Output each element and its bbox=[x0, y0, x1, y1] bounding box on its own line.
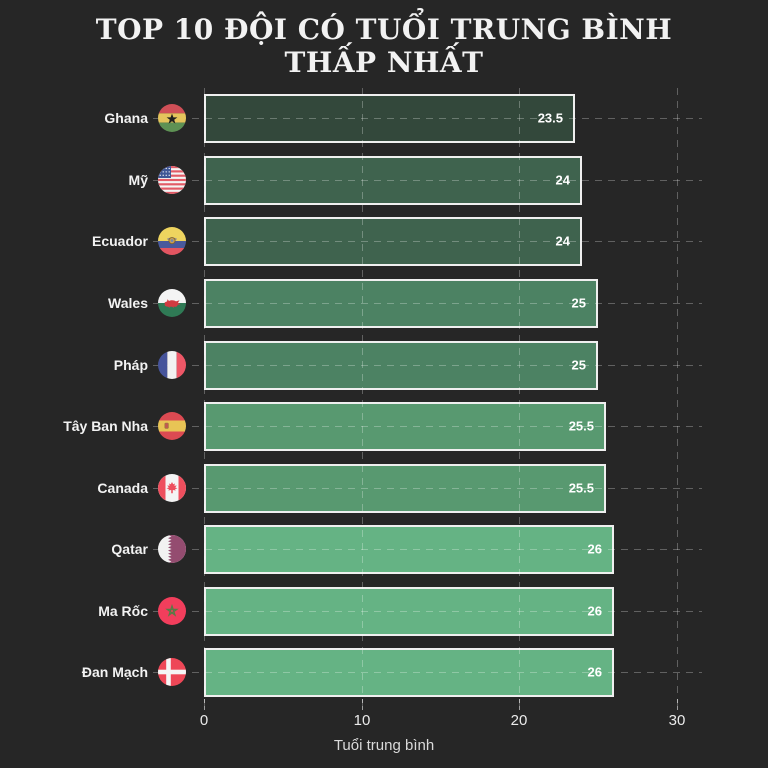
category-label: Pháp bbox=[110, 355, 151, 375]
morocco-flag-icon bbox=[158, 597, 186, 625]
denmark-flag-icon bbox=[158, 658, 186, 686]
value-label: 24 bbox=[555, 172, 570, 188]
canada-flag-icon bbox=[158, 474, 186, 502]
x-gridline bbox=[204, 88, 205, 707]
value-label: 25 bbox=[571, 295, 586, 311]
bar bbox=[204, 464, 606, 513]
ghana-flag-icon bbox=[158, 104, 186, 132]
chart-title: TOP 10 ĐỘI CÓ TUỔI TRUNG BÌNH THẤP NHẤT bbox=[0, 13, 768, 79]
x-tick-mark bbox=[677, 699, 678, 710]
bar bbox=[204, 587, 614, 636]
bar bbox=[204, 648, 614, 697]
value-label: 24 bbox=[555, 233, 570, 249]
category-label: Tây Ban Nha bbox=[60, 416, 151, 436]
x-tick-label: 10 bbox=[353, 712, 371, 729]
ecuador-flag-icon bbox=[158, 227, 186, 255]
x-gridline bbox=[519, 88, 520, 707]
qatar-flag-icon bbox=[158, 535, 186, 563]
category-label: Ecuador bbox=[88, 231, 151, 251]
value-label: 26 bbox=[587, 664, 602, 680]
row-gridline bbox=[140, 303, 702, 304]
row-gridline bbox=[140, 180, 702, 181]
row-gridline bbox=[140, 488, 702, 489]
usa-flag-icon bbox=[158, 166, 186, 194]
x-tick-mark bbox=[362, 699, 363, 710]
x-axis-label: Tuổi trung bình bbox=[333, 737, 435, 754]
category-label: Mỹ bbox=[125, 170, 151, 190]
bar bbox=[204, 341, 598, 390]
bar bbox=[204, 525, 614, 574]
value-label: 25.5 bbox=[568, 418, 594, 434]
x-gridline bbox=[362, 88, 363, 707]
row-gridline bbox=[140, 549, 702, 550]
chart-title-line2: THẤP NHẤT bbox=[284, 46, 484, 79]
category-label: Wales bbox=[105, 293, 151, 313]
chart-title-line1: TOP 10 ĐỘI CÓ TUỔI TRUNG BÌNH bbox=[95, 13, 673, 46]
x-tick-mark bbox=[204, 699, 205, 710]
value-label: 23.5 bbox=[537, 110, 563, 126]
x-gridline bbox=[677, 88, 678, 707]
value-label: 26 bbox=[587, 541, 602, 557]
row-gridline bbox=[140, 611, 702, 612]
wales-flag-icon bbox=[158, 289, 186, 317]
spain-flag-icon bbox=[158, 412, 186, 440]
value-label: 25.5 bbox=[568, 480, 594, 496]
x-tick-label: 20 bbox=[510, 712, 528, 729]
category-label: Ma Rốc bbox=[95, 601, 151, 621]
bar bbox=[204, 94, 575, 143]
row-gridline bbox=[140, 118, 702, 119]
row-gridline bbox=[140, 365, 702, 366]
value-label: 26 bbox=[587, 603, 602, 619]
bar bbox=[204, 217, 582, 266]
category-label: Qatar bbox=[108, 539, 151, 559]
bar bbox=[204, 402, 606, 451]
row-gridline bbox=[140, 672, 702, 673]
x-tick-label: 30 bbox=[668, 712, 686, 729]
row-gridline bbox=[140, 241, 702, 242]
category-label: Đan Mạch bbox=[78, 662, 151, 682]
x-tick-label: 0 bbox=[199, 712, 209, 729]
x-tick-mark bbox=[519, 699, 520, 710]
row-gridline bbox=[140, 426, 702, 427]
bar bbox=[204, 156, 582, 205]
bar bbox=[204, 279, 598, 328]
value-label: 25 bbox=[571, 357, 586, 373]
france-flag-icon bbox=[158, 351, 186, 379]
category-label: Ghana bbox=[101, 108, 151, 128]
category-label: Canada bbox=[94, 478, 151, 498]
